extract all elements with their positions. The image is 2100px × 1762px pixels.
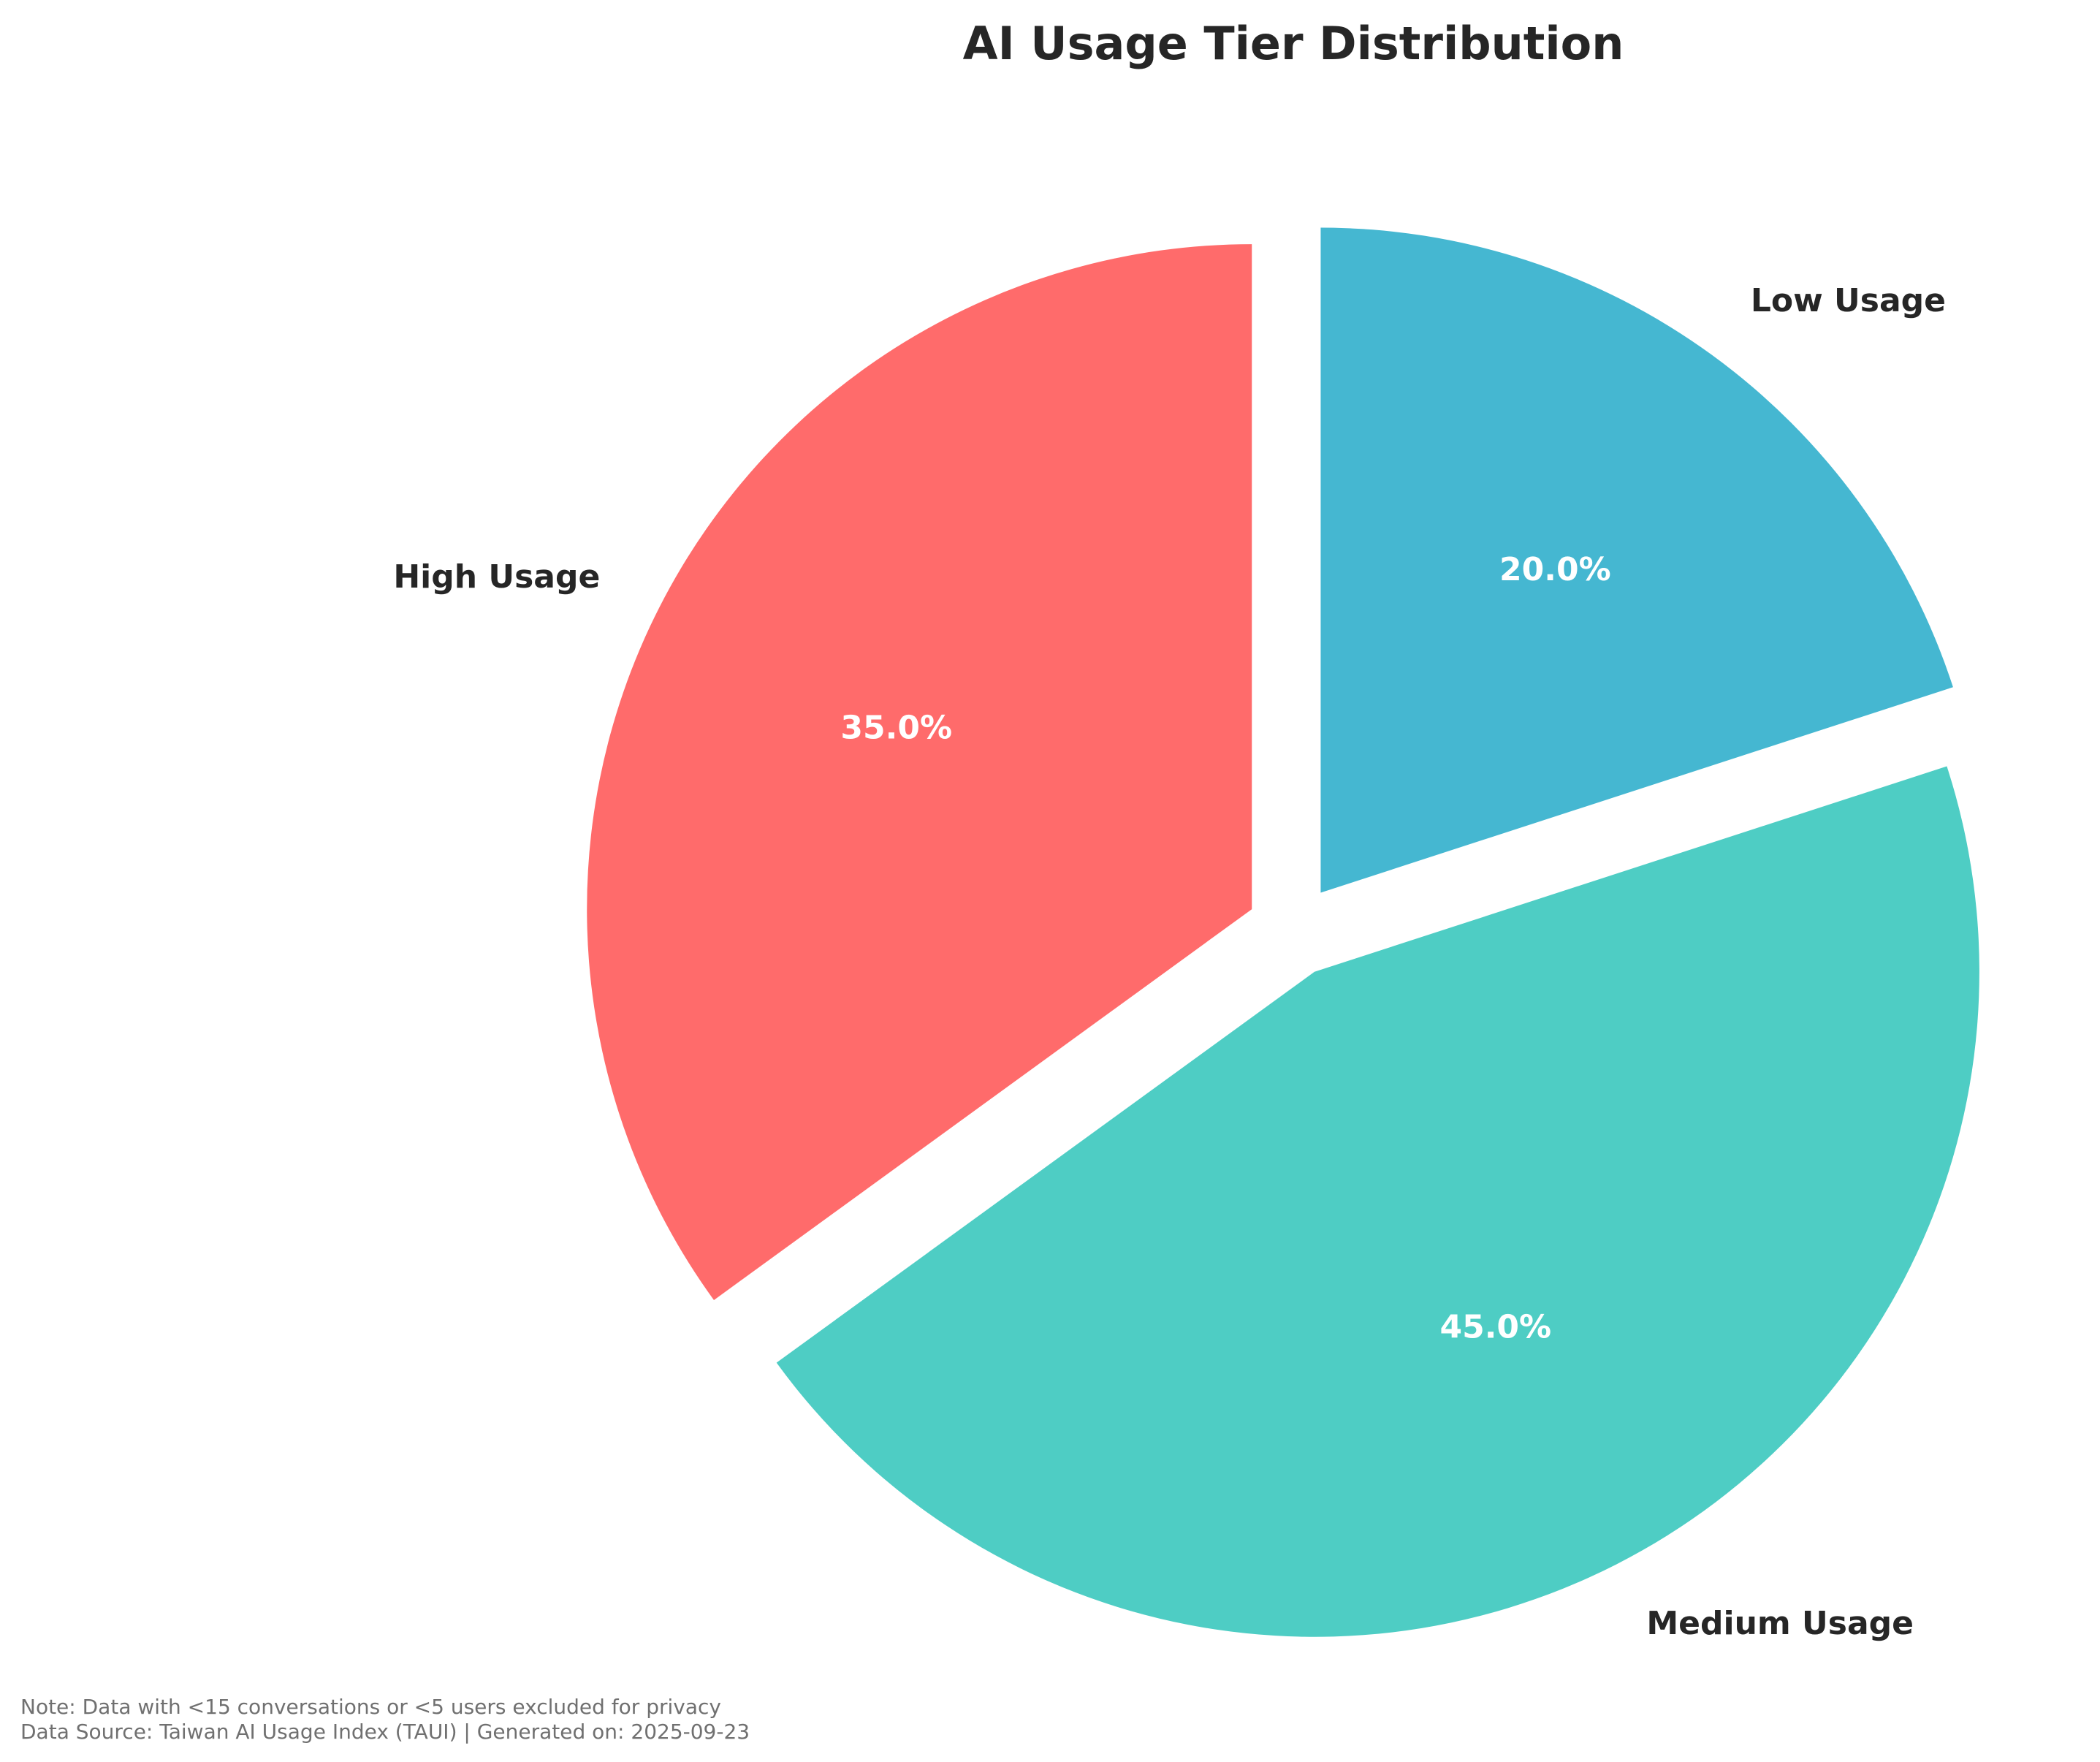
- pie-category-label-low-usage: Low Usage: [1751, 282, 1946, 319]
- footnote-privacy-note: Note: Data with <15 conversations or <5 …: [20, 1695, 721, 1719]
- chart-title: AI Usage Tier Distribution: [963, 17, 1624, 70]
- pie-value-label-medium-usage: 45.0%: [1439, 1309, 1551, 1346]
- pie-slice-low-usage: [1320, 227, 1953, 893]
- footnote-data-source: Data Source: Taiwan AI Usage Index (TAUI…: [20, 1720, 750, 1744]
- pie-value-label-high-usage: 35.0%: [840, 710, 952, 747]
- pie-slice-high-usage: [587, 244, 1252, 1300]
- pie-slices: [587, 227, 1979, 1637]
- pie-category-label-medium-usage: Medium Usage: [1646, 1605, 1914, 1642]
- pie-category-label-high-usage: High Usage: [393, 558, 600, 596]
- pie-labels: 35.0% High Usage 45.0% Medium Usage 20.0% Low…: [393, 282, 1946, 1642]
- pie-slice-medium-usage: [776, 766, 1979, 1637]
- pie-value-label-low-usage: 20.0%: [1499, 551, 1611, 588]
